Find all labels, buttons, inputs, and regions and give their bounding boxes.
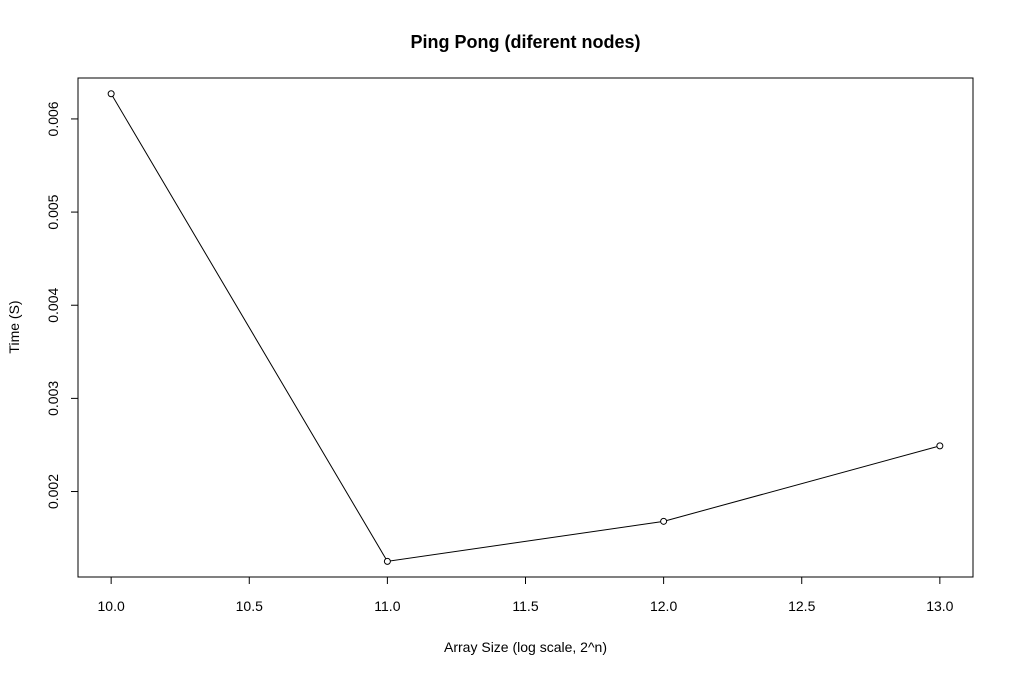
series-layer (107, 90, 944, 565)
chart-title: Ping Pong (diferent nodes) (411, 32, 641, 52)
series-line (110, 93, 940, 562)
x-axis-label: Array Size (log scale, 2^n) (444, 639, 607, 655)
x-tick-label: 11.5 (512, 598, 538, 614)
y-tick-label: 0.002 (45, 474, 61, 509)
x-tick-label: 13.0 (926, 598, 953, 614)
y-tick-label: 0.005 (45, 194, 61, 229)
data-point (660, 517, 668, 525)
x-tick-label: 10.5 (236, 598, 263, 614)
y-tick-label: 0.003 (45, 381, 61, 416)
plot-frame (77, 77, 974, 578)
y-tick-label: 0.006 (45, 101, 61, 136)
x-axis: 10.0 10.5 11.0 11.5 12.0 12.5 13.0 (98, 576, 954, 614)
x-tick-label: 12.5 (788, 598, 815, 614)
data-point (383, 557, 391, 565)
x-tick-label: 12.0 (650, 598, 677, 614)
y-tick-label: 0.004 (45, 288, 61, 323)
y-axis: 0.002 0.003 0.004 0.005 0.006 (45, 101, 79, 509)
y-axis-label: Time (S) (6, 300, 22, 353)
data-point (936, 442, 944, 450)
x-tick-label: 10.0 (98, 598, 125, 614)
data-point (107, 90, 115, 98)
x-tick-label: 11.0 (374, 598, 400, 614)
